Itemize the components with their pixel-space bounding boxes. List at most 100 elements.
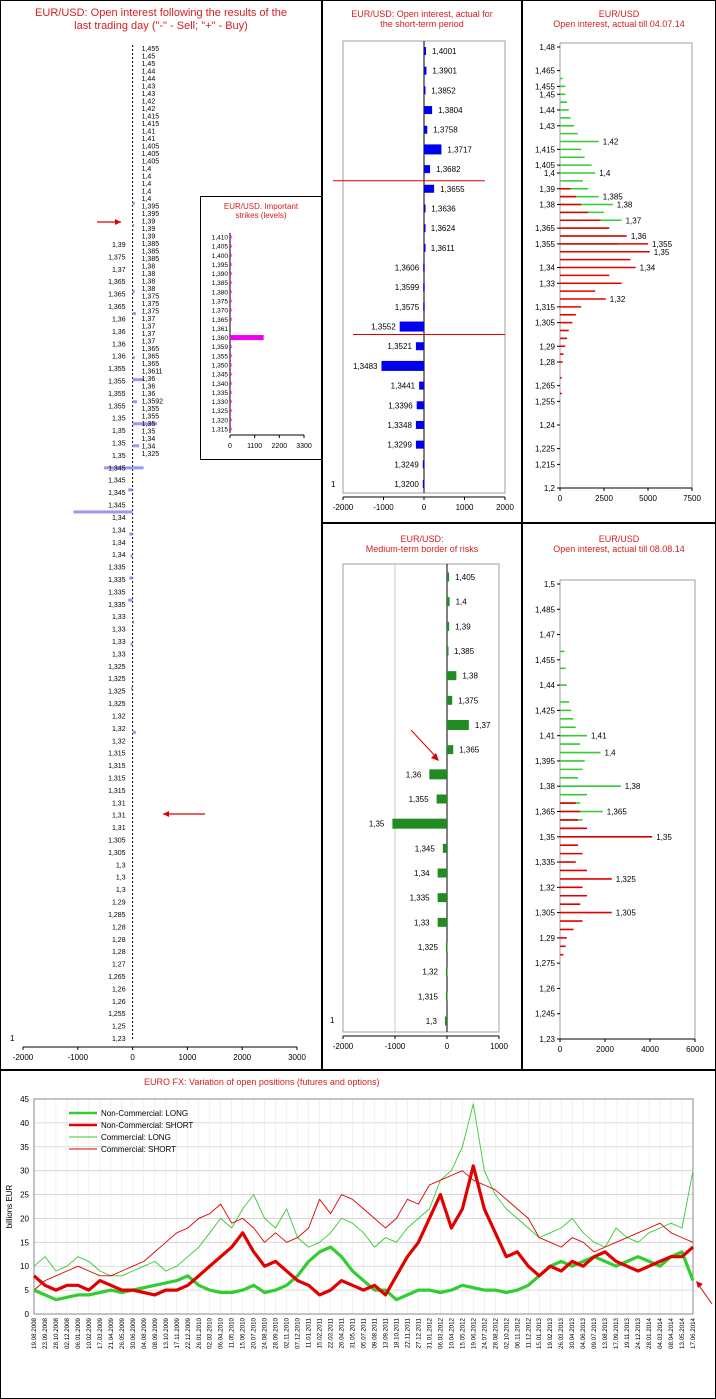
medium-bar (442, 843, 447, 853)
cot-x-tick-label: 08.04.2014 (668, 1317, 675, 1349)
main-left-label: 1,345 (108, 503, 126, 510)
cot-x-tick-label: 13.09.2011 (382, 1317, 389, 1348)
x-tick-label: 1000 (456, 503, 474, 512)
main-bar (132, 466, 144, 470)
short-term-bar-label: 1,3901 (432, 67, 457, 76)
medium-bar-label: 1,3 (426, 1017, 438, 1026)
main-left-label: 1,36 (112, 341, 126, 348)
main-bar (132, 378, 144, 382)
cot-x-tick-label: 02.03.2010 (207, 1317, 214, 1349)
short-term-bar-label: 1,3611 (431, 244, 455, 253)
x-tick-label: 2000 (496, 503, 514, 512)
y-tick-label: 1,5 (544, 580, 556, 589)
y-tick-label: 1,275 (535, 959, 556, 968)
medium-chart: 1,405 1,4 1,39 1,385 1,38 1,375 1,37 1,365 1,36 1… (333, 563, 508, 1051)
medium-bar-label: 1,385 (454, 647, 475, 656)
short-term-bar-label: 1,3249 (394, 460, 419, 469)
strikes-tick-label: 1,360 (212, 335, 229, 342)
cot-x-tick-label: 28.09.2010 (273, 1317, 280, 1349)
strikes-bar (230, 262, 232, 266)
main-left-label: 1,31 (112, 825, 126, 832)
main-right-label: 1,385 (142, 256, 160, 263)
panel-short-term: EUR/USD: Open interest, actual for the s… (322, 0, 522, 523)
option-annotation: 1,385 (603, 193, 624, 202)
main-left-label: 1,27 (112, 962, 126, 969)
y-tick-label: 1,415 (535, 145, 556, 154)
main-right-label: 1,45 (142, 61, 156, 68)
y-tick-label: 1,33 (539, 279, 555, 288)
cot-x-tick-label: 13.08.2013 (602, 1317, 609, 1349)
cot-series-line (33, 1245, 695, 1302)
main-right-label: 1,325 (142, 451, 160, 458)
x-tick-label: 7500 (683, 494, 701, 503)
medium-arrow-head (431, 753, 439, 761)
short-term-title: EUR/USD: Open interest, actual for the s… (323, 9, 521, 30)
medium-bar (445, 942, 448, 952)
cot-x-tick-label: 20.07.2010 (251, 1317, 258, 1349)
cot-y-axis-label: billions EUR (5, 1184, 14, 1228)
x-tick-label: -2000 (333, 1042, 354, 1051)
panel-medium: EUR/USD: Medium-term border of risks 1,4… (322, 523, 522, 1070)
y-tick-label: 1,41 (539, 732, 555, 741)
option-annotation: 1,325 (616, 875, 637, 884)
medium-title: EUR/USD: Medium-term border of risks (323, 534, 521, 555)
cot-x-tick-label: 30.04.2013 (569, 1317, 576, 1349)
y-tick-label: 1,32 (539, 883, 555, 892)
strikes-bar (230, 409, 232, 413)
medium-bar-label: 1,39 (455, 622, 471, 631)
short-term-bar (424, 165, 431, 174)
main-arrow-right-head (115, 219, 121, 225)
cot-title: EURO FX: Variation of open positions (fu… (144, 1077, 380, 1087)
cot-x-tick-label: 02.10.2012 (503, 1317, 510, 1349)
strikes-bar (230, 354, 232, 358)
cot-arrow-head (696, 1281, 703, 1288)
cot-y-tick-label: 35 (20, 1143, 29, 1152)
x-tick-label: 0 (558, 494, 563, 503)
y-tick-label: 1,4 (544, 169, 556, 178)
y-tick-label: 1,465 (535, 67, 556, 76)
strikes-tick-label: 1,359 (212, 344, 229, 351)
main-right-label: 1,37 (142, 339, 156, 346)
medium-bar (447, 646, 449, 656)
y-tick-label: 1,39 (539, 185, 555, 194)
short-term-bar (424, 144, 442, 155)
medium-bar-label: 1,33 (414, 918, 430, 927)
main-right-label: 1,39 (142, 234, 156, 241)
x-tick-label: 0 (445, 1042, 450, 1051)
main-right-label: 1,375 (142, 294, 160, 301)
y-tick-label: 1,26 (539, 984, 555, 993)
cot-x-tick-label: 28.01.2014 (646, 1317, 653, 1349)
x-tick-label: 0 (558, 1045, 563, 1054)
cot-y-tick-label: 30 (20, 1167, 29, 1176)
main-bar (104, 466, 133, 470)
main-chart: 1,4551,451,451,441,441,431,431,421,421,4… (13, 45, 306, 1062)
medium-bar-label: 1,315 (418, 992, 439, 1001)
main-right-label: 1,42 (142, 99, 156, 106)
short-term-bar-label: 1,3758 (433, 126, 458, 135)
main-right-label: 1,38 (142, 286, 156, 293)
short-term-corner-label: 1 (331, 480, 336, 489)
main-bar (132, 444, 140, 448)
medium-bar (445, 991, 448, 1001)
main-right-label: 1,4 (142, 174, 152, 181)
strikes-title: EUR/USD. Important strikes (levels) (201, 202, 321, 220)
main-left-label: 1,3 (116, 887, 126, 894)
medium-bar-label: 1,325 (418, 943, 439, 952)
main-left-label: 1,25 (112, 1024, 126, 1031)
short-term-bar (424, 243, 426, 252)
cot-chart: 0 5 10 15 20 25 30 35 40 45 19.08.2008 23.09.2008 28… (5, 1095, 713, 1349)
strikes-bar (230, 381, 232, 385)
main-right-label: 1,4 (142, 181, 152, 188)
short-term-bar (422, 460, 425, 469)
y-tick-label: 1,305 (535, 319, 556, 328)
cot-x-tick-label: 02.11.2010 (284, 1317, 291, 1348)
short-term-bar (424, 106, 433, 115)
medium-bar (447, 745, 454, 755)
cot-x-tick-label: 28.10.2008 (53, 1317, 60, 1349)
main-bar (130, 554, 133, 558)
short-term-bar (424, 86, 426, 95)
option-annotation: 1,32 (610, 295, 626, 304)
main-left-label: 1,345 (108, 490, 126, 497)
y-tick-label: 1,405 (535, 161, 556, 170)
main-left-label: 1,365 (108, 279, 126, 286)
